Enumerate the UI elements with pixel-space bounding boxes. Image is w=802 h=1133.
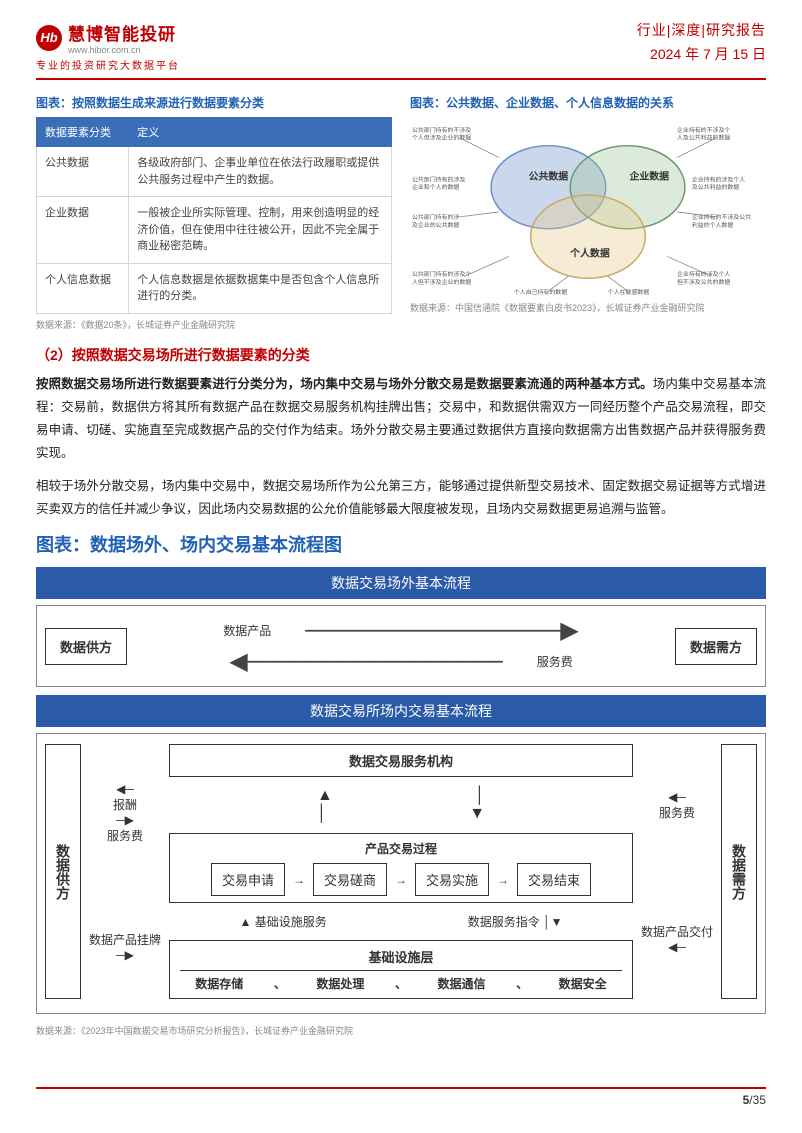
proc-title: 产品交易过程 [176,840,626,857]
proc-step: 交易申请 [211,863,285,896]
svg-text:企业持有的涉及个人: 企业持有的涉及个人 [677,270,730,278]
proc-steps-row: 交易申请 → 交易磋商 → 交易实施 → 交易结束 [176,863,626,896]
svg-text:及公共利益的数据: 及公共利益的数据 [692,183,739,191]
flow1-bot-arrow: ◀─────────────── 服务费 [229,647,573,676]
logo: Hb 慧博智能投研 www.hibor.com.cn [36,20,180,55]
table-header-cell: 定义 [129,118,392,147]
table-row: 个人信息数据 个人信息数据是依据数据集中是否包含个人信息所进行的分类。 [37,263,392,313]
header-right: 行业|深度|研究报告 2024 年 7 月 15 日 [637,20,766,64]
svg-text:企业持有的涉及个人: 企业持有的涉及个人 [692,175,745,183]
figure-right: 图表：公共数据、企业数据、个人信息数据的关系 公共数据 企业数据 个人数据 公共… [410,94,766,331]
flow2-supplier-box: 数据供方 [45,744,81,999]
table-header-cell: 数据要素分类 [37,118,129,147]
proc-step: 交易结束 [517,863,591,896]
proc-step: 交易磋商 [313,863,387,896]
flow2-service-org-box: 数据交易服务机构 [169,744,633,777]
page-footer: 5/35 [36,1087,766,1107]
table-cell: 个人信息数据是依据数据集中是否包含个人信息所进行的分类。 [129,263,392,313]
flow2-demand-box: 数据需方 [721,744,757,999]
table-row: 企业数据 一般被企业所实际管理、控制，用来创造明显的经济价值，但在使用中往往被公… [37,197,392,264]
svg-text:企业持有的不涉及公共: 企业持有的不涉及公共 [692,213,751,221]
svg-text:利益的个人数据: 利益的个人数据 [692,221,734,229]
flow1-demand-box: 数据需方 [675,628,757,665]
table-cell: 各级政府部门、企事业单位在依法行政履职或提供公共服务过程中产生的数据。 [129,147,392,197]
flowchart: 数据交易场外基本流程 数据供方 数据产品 ───────────────▶ ◀─… [36,567,766,1037]
svg-text:人但不涉及企业的数据: 人但不涉及企业的数据 [412,278,471,286]
svg-text:个人在敏感数据: 个人在敏感数据 [608,288,650,296]
table-cell: 企业数据 [37,197,129,264]
figures-row: 图表：按照数据生成来源进行数据要素分类 数据要素分类 定义 公共数据 各级政府部… [36,94,766,331]
base-item: 数据安全 [559,975,607,992]
proc-step: 交易实施 [415,863,489,896]
logo-subtitle: 专业的投资研究大数据平台 [36,57,180,72]
page-header: Hb 慧博智能投研 www.hibor.com.cn 专业的投资研究大数据平台 … [36,20,766,80]
flow-onsite: 数据供方 ◀─报酬─▶服务费 数据产品挂牌─▶ 数据交易服务机构 ▲ ││ ▼ … [36,733,766,1014]
p1-bold: 按照数据交易场所进行数据要素进行分类分为，场内集中交易与场外分散交易是数据要素流… [36,377,653,391]
flow2-left-labels: ◀─报酬─▶服务费 数据产品挂牌─▶ [89,744,161,999]
table-row: 公共数据 各级政府部门、企事业单位在依法行政履职或提供公共服务过程中产生的数据。 [37,147,392,197]
flowchart-source: 数据来源：《2023年中国数据交易市场研究分析报告》，长城证券产业金融研究院 [36,1024,766,1037]
base-box-label: 基础设施层 [368,950,433,965]
figure-left-title: 图表：按照数据生成来源进行数据要素分类 [36,94,392,111]
flow1-top-arrow: 数据产品 ───────────────▶ [223,616,579,645]
table-cell: 个人信息数据 [37,263,129,313]
table-cell: 一般被企业所实际管理、控制，用来创造明显的经济价值，但在使用中往往被公开，因此不… [129,197,392,264]
svg-text:人及公共利益的数据: 人及公共利益的数据 [677,134,730,142]
mid-labels-row: ▲ 基础设施服务 数据服务指令 │▼ [169,913,633,930]
flow-banner-1: 数据交易场外基本流程 [36,567,766,599]
figure-left-source: 数据来源：《数据20条》，长城证券产业金融研究院 [36,318,392,331]
svg-text:公共部门持有的不涉及: 公共部门持有的不涉及 [412,126,471,134]
flow-banner-2: 数据交易所场内交易基本流程 [36,695,766,727]
base-item: 数据处理 [316,975,364,992]
base-items-row: 数据存储、 数据处理、 数据通信、 数据安全 [180,970,622,992]
logo-badge: Hb [36,25,62,51]
svg-text:公共部门持有的涉: 公共部门持有的涉 [412,213,459,221]
flow-offsite: 数据供方 数据产品 ───────────────▶ ◀────────────… [36,605,766,687]
flow2-infra-box: 基础设施层 数据存储、 数据处理、 数据通信、 数据安全 [169,940,633,999]
svg-text:公共部门持有的涉及个: 公共部门持有的涉及个 [412,270,471,278]
svg-text:个人自己持有的数据: 个人自己持有的数据 [514,288,567,296]
left-label-2: 数据产品挂牌 [89,933,161,947]
logo-text: 慧博智能投研 [68,20,176,45]
header-date: 2024 年 7 月 15 日 [637,44,766,64]
flow2-right-labels: ◀─服务费 数据产品交付◀─ [641,744,713,999]
right-label-1: 数据产品交付 [641,925,713,939]
figure-right-source: 数据来源：中国信通院《数据要素白皮书2023》，长城证券产业金融研究院 [410,301,766,314]
header-category: 行业|深度|研究报告 [637,20,766,40]
venn-label-a: 公共数据 [529,169,569,182]
table-cell: 公共数据 [37,147,129,197]
venn-label-b: 企业数据 [629,169,670,182]
figure-right-title: 图表：公共数据、企业数据、个人信息数据的关系 [410,94,766,111]
flow2-mid: 数据交易服务机构 ▲ ││ ▼ 产品交易过程 交易申请 → 交易磋商 → 交易实 [169,744,633,999]
body-paragraph-2: 相较于场外分散交易，场内集中交易中，数据交易场所作为公允第三方，能够通过提供新型… [36,475,766,521]
svg-text:企业持有的不涉及个: 企业持有的不涉及个 [677,126,730,134]
header-left: Hb 慧博智能投研 www.hibor.com.cn 专业的投资研究大数据平台 [36,20,180,72]
right-label-0: 服务费 [659,806,695,820]
svg-text:企业和个人的数据: 企业和个人的数据 [412,183,459,191]
venn-diagram: 公共数据 企业数据 个人数据 公共部门持有的不涉及 个人但涉及企业的数据 企业持… [410,117,766,297]
flow1-product-label: 数据产品 [223,622,271,639]
svg-text:个人但涉及企业的数据: 个人但涉及企业的数据 [412,134,471,142]
svg-text:公共部门持有的涉及: 公共部门持有的涉及 [412,175,465,183]
figure-left: 图表：按照数据生成来源进行数据要素分类 数据要素分类 定义 公共数据 各级政府部… [36,94,392,331]
page-total: 35 [753,1093,766,1107]
base-item: 数据通信 [438,975,486,992]
mid-label-1: 数据服务指令 [468,915,540,929]
body-paragraph-1: 按照数据交易场所进行数据要素进行分类分为，场内集中交易与场外分散交易是数据要素流… [36,373,766,466]
page-current: 5 [743,1093,750,1107]
flow1-fee-label: 服务费 [537,653,573,670]
left-label-0: 报酬 [113,798,137,812]
data-element-table: 数据要素分类 定义 公共数据 各级政府部门、企事业单位在依法行政履职或提供公共服… [36,117,392,314]
flowchart-title: 图表：数据场外、场内交易基本流程图 [36,531,766,557]
svg-text:及企业的公共数据: 及企业的公共数据 [412,221,459,229]
flow1-supplier-box: 数据供方 [45,628,127,665]
logo-url: www.hibor.com.cn [68,45,176,55]
svg-text:但不涉及公共的数据: 但不涉及公共的数据 [677,278,730,286]
left-label-1: 服务费 [107,829,143,843]
base-item: 数据存储 [195,975,243,992]
section-heading: （2）按照数据交易场所进行数据要素的分类 [36,345,766,365]
venn-label-c: 个人数据 [569,246,610,259]
mid-label-0: 基础设施服务 [255,915,327,929]
